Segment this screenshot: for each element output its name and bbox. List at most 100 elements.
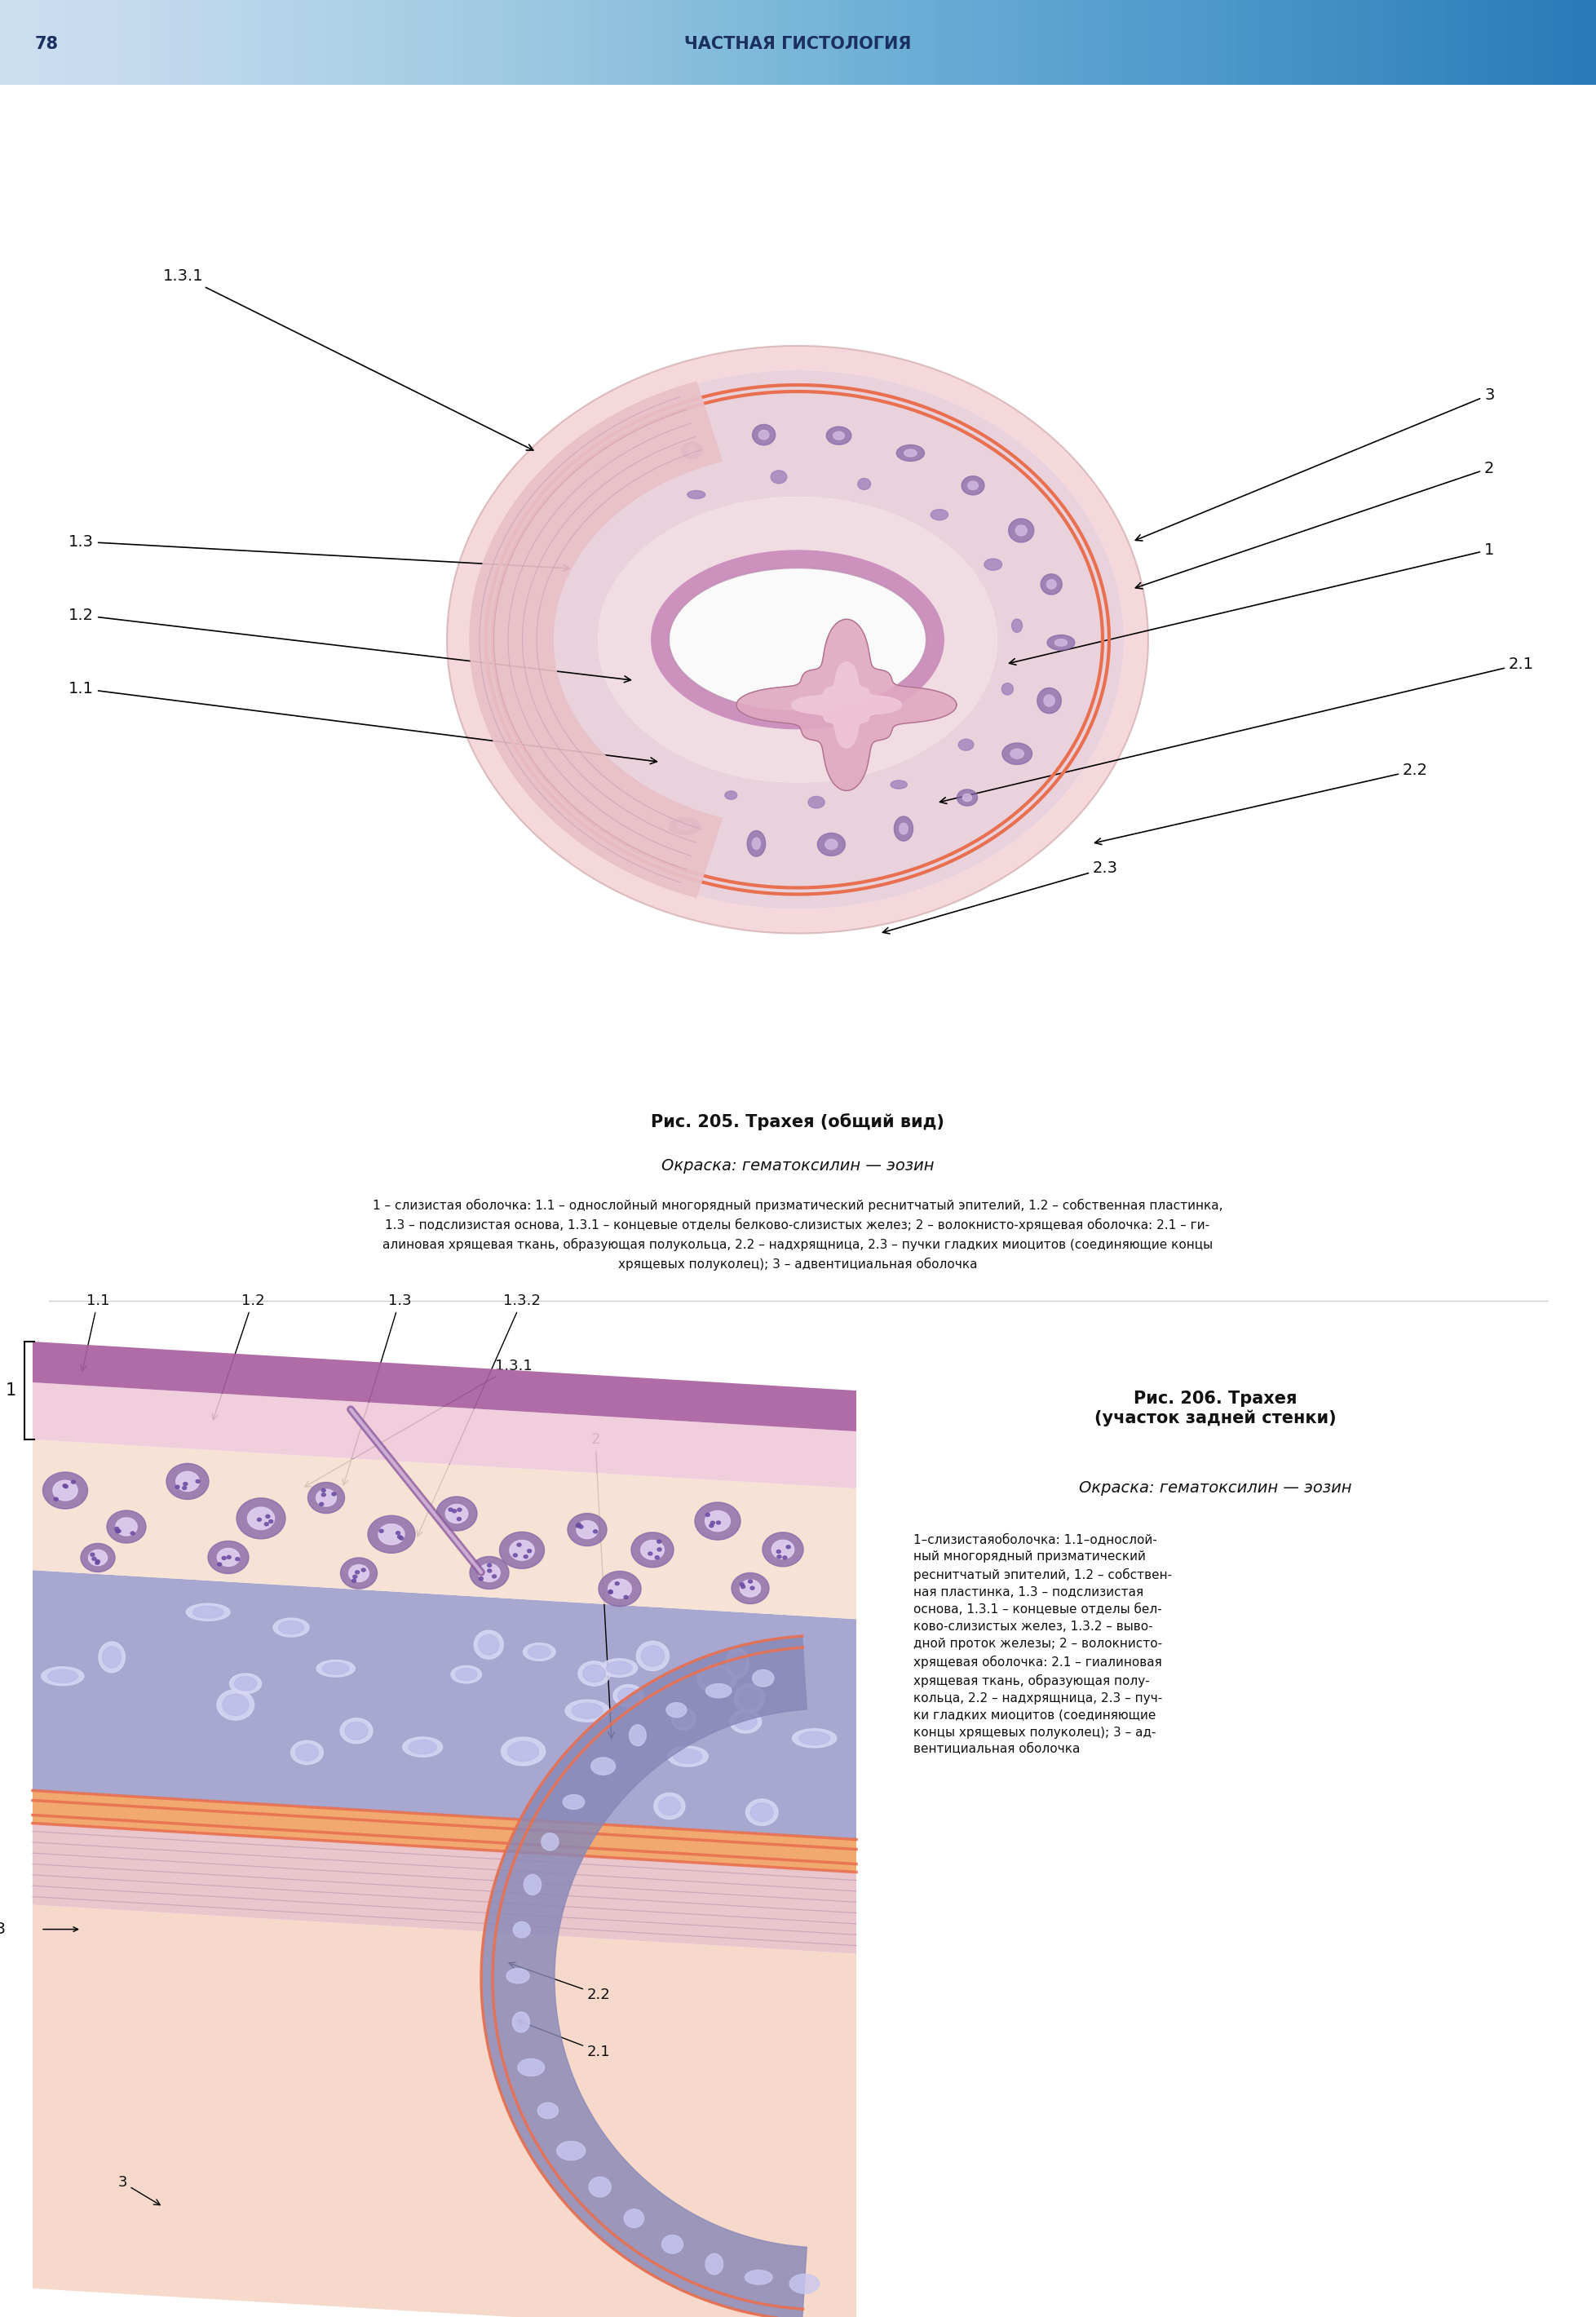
Ellipse shape	[316, 1659, 354, 1678]
Ellipse shape	[316, 1490, 337, 1506]
Ellipse shape	[107, 1511, 145, 1543]
Ellipse shape	[117, 1529, 121, 1534]
Ellipse shape	[772, 1541, 795, 1559]
Ellipse shape	[608, 1589, 613, 1594]
Text: 1.3: 1.3	[343, 1293, 412, 1485]
Ellipse shape	[222, 1694, 249, 1715]
Ellipse shape	[602, 1659, 637, 1678]
Ellipse shape	[131, 1532, 134, 1534]
Ellipse shape	[606, 1661, 632, 1675]
Ellipse shape	[777, 1555, 782, 1559]
Text: 1: 1	[1009, 542, 1494, 665]
Ellipse shape	[182, 1488, 187, 1490]
Ellipse shape	[321, 1490, 326, 1492]
Ellipse shape	[64, 1485, 69, 1488]
Text: 2.1: 2.1	[940, 656, 1534, 804]
Ellipse shape	[694, 1501, 741, 1541]
Ellipse shape	[637, 1640, 669, 1671]
Ellipse shape	[613, 1684, 643, 1708]
Ellipse shape	[53, 1481, 78, 1501]
Polygon shape	[736, 619, 956, 790]
Ellipse shape	[88, 1550, 107, 1566]
Ellipse shape	[697, 1664, 737, 1694]
Ellipse shape	[247, 1506, 275, 1529]
Ellipse shape	[96, 1559, 99, 1564]
Ellipse shape	[648, 1552, 653, 1555]
Polygon shape	[792, 663, 902, 748]
Ellipse shape	[608, 1589, 613, 1594]
Ellipse shape	[227, 1555, 231, 1559]
Ellipse shape	[741, 1580, 761, 1596]
Ellipse shape	[99, 1643, 124, 1673]
Polygon shape	[32, 1383, 857, 1488]
Ellipse shape	[102, 1647, 121, 1668]
Ellipse shape	[571, 1703, 603, 1719]
Ellipse shape	[763, 1532, 803, 1566]
Polygon shape	[669, 568, 926, 711]
Ellipse shape	[675, 1712, 693, 1726]
Polygon shape	[651, 549, 945, 730]
Ellipse shape	[579, 1525, 583, 1529]
Ellipse shape	[380, 1529, 383, 1532]
Ellipse shape	[409, 1740, 437, 1754]
Ellipse shape	[436, 1497, 477, 1532]
Text: 1: 1	[5, 1383, 16, 1399]
Ellipse shape	[236, 1557, 239, 1562]
Text: Рис. 205. Трахея (общий вид): Рис. 205. Трахея (общий вид)	[651, 1112, 945, 1131]
Ellipse shape	[734, 1715, 757, 1728]
Text: 78: 78	[35, 35, 59, 51]
Ellipse shape	[729, 1710, 761, 1733]
Ellipse shape	[445, 1504, 468, 1522]
Ellipse shape	[62, 1485, 67, 1488]
Ellipse shape	[340, 1557, 377, 1589]
Text: 2: 2	[591, 1432, 614, 1738]
Ellipse shape	[456, 1518, 461, 1520]
Ellipse shape	[345, 1722, 367, 1740]
Ellipse shape	[322, 1664, 350, 1675]
Ellipse shape	[523, 1643, 555, 1661]
Ellipse shape	[527, 1550, 531, 1552]
Ellipse shape	[640, 1541, 664, 1559]
Ellipse shape	[745, 2271, 772, 2285]
Ellipse shape	[458, 1508, 461, 1511]
Ellipse shape	[512, 2011, 530, 2032]
Ellipse shape	[578, 1661, 610, 1687]
Ellipse shape	[538, 2104, 559, 2118]
Ellipse shape	[115, 1529, 120, 1534]
Ellipse shape	[319, 1501, 324, 1506]
Ellipse shape	[1012, 619, 1023, 633]
Ellipse shape	[709, 1525, 713, 1527]
Text: Рис. 206. Трахея
(участок задней стенки): Рис. 206. Трахея (участок задней стенки)	[1095, 1390, 1336, 1427]
Ellipse shape	[176, 1485, 179, 1488]
Ellipse shape	[517, 1543, 522, 1545]
Ellipse shape	[523, 1874, 541, 1895]
Ellipse shape	[608, 1580, 632, 1599]
Ellipse shape	[397, 1536, 402, 1538]
Ellipse shape	[792, 1728, 836, 1747]
Ellipse shape	[576, 1525, 581, 1527]
Ellipse shape	[705, 2254, 723, 2275]
Ellipse shape	[731, 1573, 769, 1603]
Ellipse shape	[705, 1511, 731, 1532]
Ellipse shape	[257, 1518, 262, 1522]
Text: 3: 3	[118, 2176, 160, 2206]
Ellipse shape	[230, 1673, 262, 1694]
Ellipse shape	[541, 1833, 559, 1851]
Ellipse shape	[1047, 635, 1074, 651]
Ellipse shape	[678, 823, 691, 829]
Ellipse shape	[594, 1529, 597, 1534]
Ellipse shape	[166, 1464, 209, 1499]
Ellipse shape	[474, 1631, 503, 1659]
Ellipse shape	[217, 1689, 254, 1719]
Ellipse shape	[967, 482, 978, 489]
Ellipse shape	[353, 1578, 356, 1583]
Ellipse shape	[487, 1569, 492, 1573]
Polygon shape	[32, 1791, 857, 1872]
Ellipse shape	[624, 2208, 643, 2227]
Ellipse shape	[72, 1481, 75, 1483]
Ellipse shape	[750, 1587, 755, 1589]
Ellipse shape	[741, 1583, 744, 1585]
Ellipse shape	[1010, 748, 1025, 758]
Ellipse shape	[514, 1921, 530, 1937]
Ellipse shape	[568, 1513, 606, 1545]
